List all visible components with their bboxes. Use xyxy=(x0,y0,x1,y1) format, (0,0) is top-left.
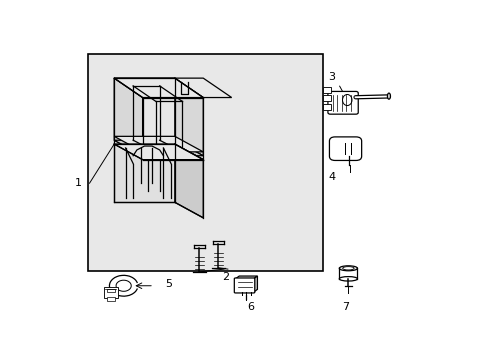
Text: 3: 3 xyxy=(328,72,335,82)
Polygon shape xyxy=(175,78,203,156)
Bar xyxy=(106,289,115,292)
Ellipse shape xyxy=(339,276,357,281)
Text: 5: 5 xyxy=(165,279,172,289)
Bar xyxy=(106,297,115,301)
Polygon shape xyxy=(114,78,203,98)
FancyBboxPatch shape xyxy=(329,137,361,161)
Polygon shape xyxy=(114,136,203,152)
Polygon shape xyxy=(114,144,203,159)
Ellipse shape xyxy=(339,266,357,271)
Bar xyxy=(322,95,330,102)
Text: 6: 6 xyxy=(246,302,254,312)
FancyBboxPatch shape xyxy=(234,278,254,293)
Text: 1: 1 xyxy=(75,178,82,188)
Polygon shape xyxy=(114,140,203,156)
Polygon shape xyxy=(235,276,257,279)
Polygon shape xyxy=(114,144,175,202)
Polygon shape xyxy=(253,276,257,292)
Ellipse shape xyxy=(386,93,389,99)
FancyBboxPatch shape xyxy=(327,91,358,114)
FancyBboxPatch shape xyxy=(103,287,117,298)
Ellipse shape xyxy=(342,267,353,270)
Text: 4: 4 xyxy=(328,172,335,182)
Bar xyxy=(322,87,330,93)
Bar xyxy=(87,54,322,270)
Text: 7: 7 xyxy=(341,302,348,312)
Polygon shape xyxy=(114,78,231,98)
Text: 2: 2 xyxy=(222,272,229,282)
Polygon shape xyxy=(175,144,203,218)
Bar xyxy=(322,104,330,110)
Polygon shape xyxy=(114,78,142,156)
